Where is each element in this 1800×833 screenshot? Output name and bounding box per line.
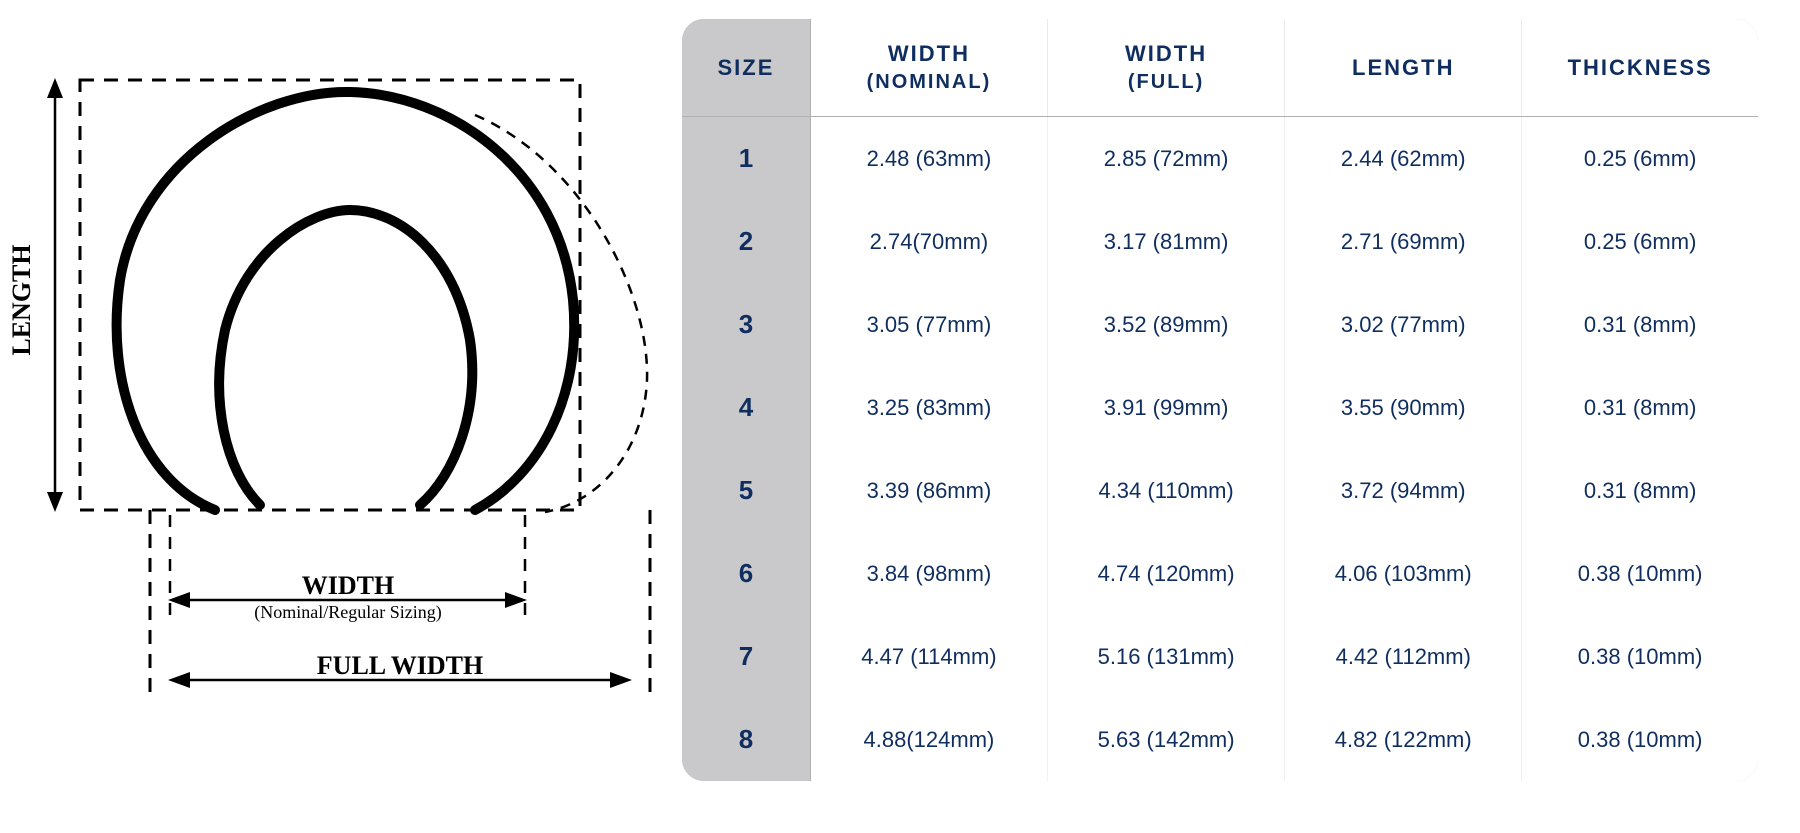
cell-thickness: 0.31 (8mm) xyxy=(1522,449,1759,532)
dimension-diagram: LENGTH WIDTH (Nominal/Regular Sizing) FU… xyxy=(0,0,680,800)
table-header-row: SIZE WIDTH (NOMINAL) WIDTH (FULL) LENGTH… xyxy=(681,18,1759,117)
cell-length: 3.72 (94mm) xyxy=(1285,449,1522,532)
cell-length: 3.55 (90mm) xyxy=(1285,366,1522,449)
cell-size: 1 xyxy=(681,117,810,201)
table-row: 74.47 (114mm)5.16 (131mm)4.42 (112mm)0.3… xyxy=(681,615,1759,698)
header-width-full-l2: (FULL) xyxy=(1056,71,1276,94)
cell-width_full: 4.74 (120mm) xyxy=(1048,532,1285,615)
table-row: 84.88(124mm)5.63 (142mm)4.82 (122mm)0.38… xyxy=(681,698,1759,782)
cell-thickness: 0.31 (8mm) xyxy=(1522,283,1759,366)
size-table: SIZE WIDTH (NOMINAL) WIDTH (FULL) LENGTH… xyxy=(680,17,1760,783)
fullwidth-outline xyxy=(475,115,647,512)
cell-thickness: 0.31 (8mm) xyxy=(1522,366,1759,449)
cell-width_full: 3.91 (99mm) xyxy=(1048,366,1285,449)
cell-thickness: 0.38 (10mm) xyxy=(1522,532,1759,615)
cell-width_nominal: 4.88(124mm) xyxy=(810,698,1047,782)
header-thickness: THICKNESS xyxy=(1522,18,1759,117)
cell-width_full: 4.34 (110mm) xyxy=(1048,449,1285,532)
table-row: 63.84 (98mm)4.74 (120mm)4.06 (103mm)0.38… xyxy=(681,532,1759,615)
cell-width_full: 3.17 (81mm) xyxy=(1048,200,1285,283)
cell-size: 4 xyxy=(681,366,810,449)
cell-length: 2.44 (62mm) xyxy=(1285,117,1522,201)
cell-length: 4.82 (122mm) xyxy=(1285,698,1522,782)
header-length: LENGTH xyxy=(1285,18,1522,117)
table-row: 53.39 (86mm)4.34 (110mm)3.72 (94mm)0.31 … xyxy=(681,449,1759,532)
horseshoe-inner xyxy=(219,210,472,505)
cell-width_full: 2.85 (72mm) xyxy=(1048,117,1285,201)
cell-width_nominal: 3.25 (83mm) xyxy=(810,366,1047,449)
header-size: SIZE xyxy=(681,18,810,117)
cell-width_nominal: 2.74(70mm) xyxy=(810,200,1047,283)
cell-width_nominal: 2.48 (63mm) xyxy=(810,117,1047,201)
cell-thickness: 0.38 (10mm) xyxy=(1522,615,1759,698)
size-table-body: 12.48 (63mm)2.85 (72mm)2.44 (62mm)0.25 (… xyxy=(681,117,1759,783)
cell-size: 7 xyxy=(681,615,810,698)
header-width-nominal: WIDTH (NOMINAL) xyxy=(810,18,1047,117)
width-label: WIDTH xyxy=(302,571,394,600)
cell-thickness: 0.25 (6mm) xyxy=(1522,200,1759,283)
fullwidth-label: FULL WIDTH xyxy=(317,651,483,680)
header-width-nominal-l2: (NOMINAL) xyxy=(819,71,1039,94)
table-row: 33.05 (77mm)3.52 (89mm)3.02 (77mm)0.31 (… xyxy=(681,283,1759,366)
fullwidth-dimension: FULL WIDTH xyxy=(168,651,632,688)
cell-length: 4.42 (112mm) xyxy=(1285,615,1522,698)
cell-size: 5 xyxy=(681,449,810,532)
header-width-nominal-l1: WIDTH xyxy=(888,41,970,66)
header-width-full-l1: WIDTH xyxy=(1125,41,1207,66)
length-box xyxy=(80,80,580,510)
length-label: LENGTH xyxy=(7,244,36,355)
cell-width_full: 3.52 (89mm) xyxy=(1048,283,1285,366)
cell-width_full: 5.16 (131mm) xyxy=(1048,615,1285,698)
cell-size: 8 xyxy=(681,698,810,782)
cell-length: 3.02 (77mm) xyxy=(1285,283,1522,366)
horseshoe-outer xyxy=(117,92,575,510)
table-row: 12.48 (63mm)2.85 (72mm)2.44 (62mm)0.25 (… xyxy=(681,117,1759,201)
width-sublabel: (Nominal/Regular Sizing) xyxy=(254,602,441,623)
cell-width_nominal: 3.84 (98mm) xyxy=(810,532,1047,615)
cell-size: 6 xyxy=(681,532,810,615)
cell-length: 4.06 (103mm) xyxy=(1285,532,1522,615)
size-table-container: SIZE WIDTH (NOMINAL) WIDTH (FULL) LENGTH… xyxy=(680,0,1800,833)
length-dimension: LENGTH xyxy=(7,78,63,512)
cell-size: 3 xyxy=(681,283,810,366)
cell-width_nominal: 4.47 (114mm) xyxy=(810,615,1047,698)
diagram-svg: LENGTH WIDTH (Nominal/Regular Sizing) FU… xyxy=(0,0,680,800)
cell-length: 2.71 (69mm) xyxy=(1285,200,1522,283)
header-width-full: WIDTH (FULL) xyxy=(1048,18,1285,117)
cell-width_nominal: 3.05 (77mm) xyxy=(810,283,1047,366)
cell-width_full: 5.63 (142mm) xyxy=(1048,698,1285,782)
width-dimension: WIDTH (Nominal/Regular Sizing) xyxy=(168,515,527,623)
table-row: 22.74(70mm)3.17 (81mm)2.71 (69mm)0.25 (6… xyxy=(681,200,1759,283)
cell-size: 2 xyxy=(681,200,810,283)
cell-width_nominal: 3.39 (86mm) xyxy=(810,449,1047,532)
table-row: 43.25 (83mm)3.91 (99mm)3.55 (90mm)0.31 (… xyxy=(681,366,1759,449)
cell-thickness: 0.25 (6mm) xyxy=(1522,117,1759,201)
cell-thickness: 0.38 (10mm) xyxy=(1522,698,1759,782)
